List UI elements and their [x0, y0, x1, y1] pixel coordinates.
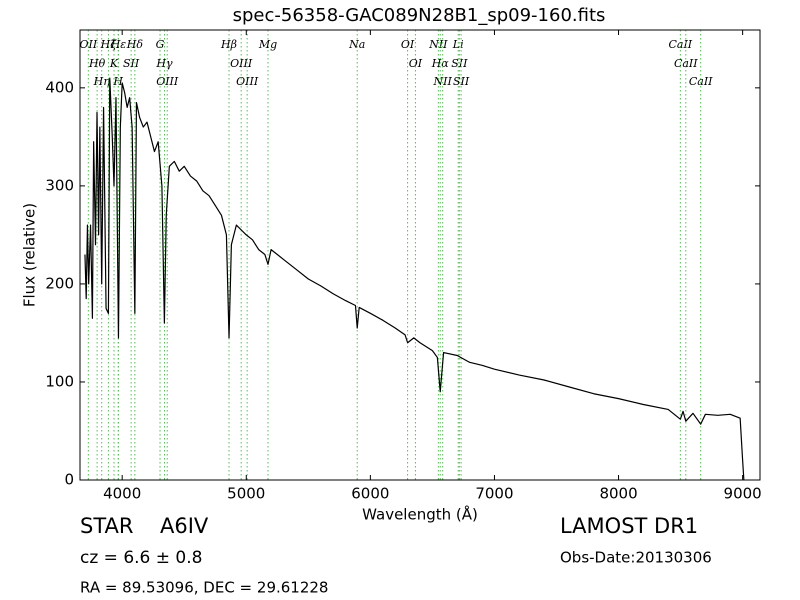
redshift: cz = 6.6 ± 0.8	[80, 548, 202, 568]
spectral-line-label: SII	[123, 57, 140, 70]
spectral-line-label: OIII	[236, 75, 259, 88]
x-tick-label: 4000	[103, 485, 141, 503]
spectral-line-label: SII	[453, 75, 470, 88]
spectral-line-label: CaII	[668, 38, 692, 51]
spectral-line-label: Hη	[93, 75, 111, 88]
x-axis-label: Wavelength (Å)	[362, 505, 478, 524]
survey: LAMOST DR1	[560, 514, 698, 538]
spectral-line-label: CaII	[689, 75, 713, 88]
obs-date: Obs-Date:20130306	[560, 549, 712, 567]
spectral-line-label: NII	[433, 75, 453, 88]
spectral-line-label: OII	[79, 38, 97, 51]
chart-title: spec-56358-GAC089N28B1_sp09-160.fits	[233, 5, 606, 26]
spectral-line-label: Hγ	[155, 57, 173, 70]
spectral-line-label: K	[109, 57, 119, 70]
spectral-line-label: Hβ	[220, 38, 237, 51]
spectral-line-label: OIII	[230, 57, 253, 70]
coordinates: RA = 89.53096, DEC = 29.61228	[80, 579, 328, 597]
spectral-line-label: Hδ	[126, 38, 144, 51]
x-tick-label: 8000	[599, 485, 637, 503]
spectral-line-label: Hα	[431, 57, 450, 70]
spectral-line-label: Na	[348, 38, 365, 51]
y-tick-label: 0	[64, 471, 74, 489]
x-tick-label: 6000	[351, 485, 389, 503]
spectrum-line	[84, 77, 745, 481]
spectral-line-label: OI	[401, 38, 415, 51]
spectral-line-label: CaII	[674, 57, 698, 70]
spectral-line-label: Hθ	[88, 57, 106, 70]
spectral-line-label: Li	[452, 38, 464, 51]
object-class: STAR	[80, 514, 133, 538]
y-axis-label: Flux (relative)	[21, 203, 39, 307]
x-tick-label: 7000	[475, 485, 513, 503]
spectral-line-label: H	[112, 75, 123, 88]
subclass: A6IV	[160, 514, 209, 538]
spectral-line-label: OIII	[156, 75, 179, 88]
spectral-line-label: SII	[451, 57, 468, 70]
spectral-line-label: OI	[409, 57, 423, 70]
x-tick-label: 9000	[724, 485, 762, 503]
spectral-line-label: G	[156, 38, 165, 51]
y-tick-label: 400	[45, 78, 74, 96]
spectral-line-label: Mg	[258, 38, 277, 51]
plot-frame	[79, 29, 761, 481]
spectral-line-label: NII	[428, 38, 448, 51]
spectral-line-label: Hε	[110, 38, 127, 51]
y-tick-label: 100	[45, 372, 74, 390]
x-tick-label: 5000	[227, 485, 265, 503]
spectral-line-label: Hζ	[100, 38, 118, 51]
y-tick-label: 300	[45, 176, 74, 194]
y-tick-label: 200	[45, 274, 74, 292]
